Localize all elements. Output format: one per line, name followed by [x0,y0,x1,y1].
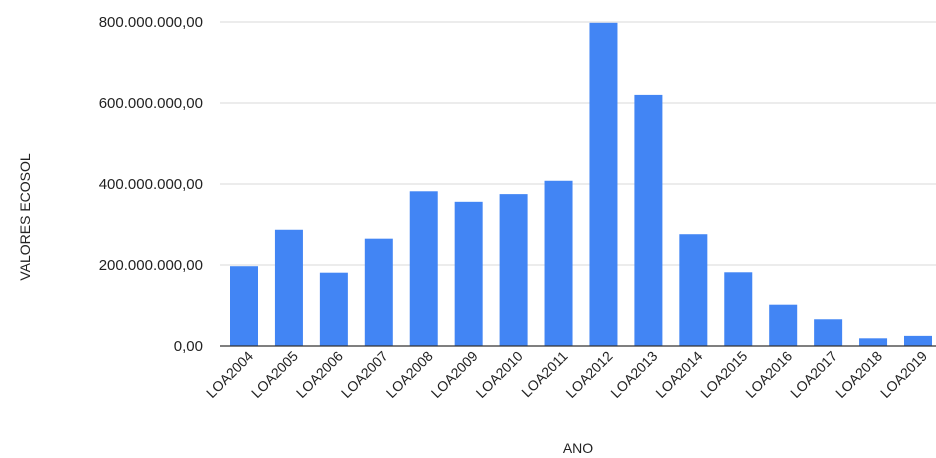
bar-LOA2010 [499,194,528,346]
x-tick-label: LOA2017 [787,348,840,401]
x-tick-label: LOA2004 [203,348,256,401]
bar-LOA2015 [724,272,753,346]
x-tick-label: LOA2018 [832,348,885,401]
x-tick-label: LOA2009 [428,348,481,401]
bar-LOA2009 [454,201,483,346]
y-axis-ticks: 0,00 200.000.000,00 400.000.000,00 600.000.… [99,14,203,355]
bar-LOA2014 [679,234,708,346]
bar-LOA2006 [319,272,348,346]
x-axis-ticks: LOA2004LOA2005LOA2006LOA2007LOA2008LOA20… [203,348,930,401]
bar-LOA2005 [274,229,303,346]
bar-LOA2013 [634,94,663,347]
x-tick-label: LOA2019 [877,348,930,401]
x-tick-label: LOA2005 [248,348,301,401]
x-axis-title: ANO [563,440,593,456]
y-tick-label: 200.000.000,00 [99,257,203,274]
x-tick-label: LOA2006 [293,348,346,401]
x-tick-label: LOA2008 [383,348,436,401]
bar-LOA2008 [409,191,438,346]
x-tick-label: LOA2015 [697,348,750,401]
bar-LOA2004 [230,266,258,346]
bar-LOA2019 [904,335,932,346]
y-tick-label: 0,00 [174,338,203,355]
x-tick-label: LOA2014 [652,348,705,401]
x-tick-label: LOA2010 [473,348,526,401]
y-axis-title: VALORES ECOSOL [17,153,33,281]
y-tick-label: 600.000.000,00 [99,95,203,112]
gridlines [220,21,936,266]
bars [230,22,932,347]
x-tick-label: LOA2013 [607,348,660,401]
bar-LOA2012 [589,22,618,347]
bar-LOA2016 [769,304,798,346]
bar-LOA2011 [544,180,573,346]
y-tick-label: 400.000.000,00 [99,176,203,193]
y-tick-label: 800.000.000,00 [99,14,203,31]
x-tick-label: LOA2011 [518,348,571,401]
x-tick-label: LOA2007 [338,348,391,401]
bar-LOA2007 [364,238,393,346]
x-tick-label: LOA2012 [562,348,615,401]
bar-LOA2017 [814,319,843,346]
bar-LOA2018 [859,338,888,346]
x-tick-label: LOA2016 [742,348,795,401]
